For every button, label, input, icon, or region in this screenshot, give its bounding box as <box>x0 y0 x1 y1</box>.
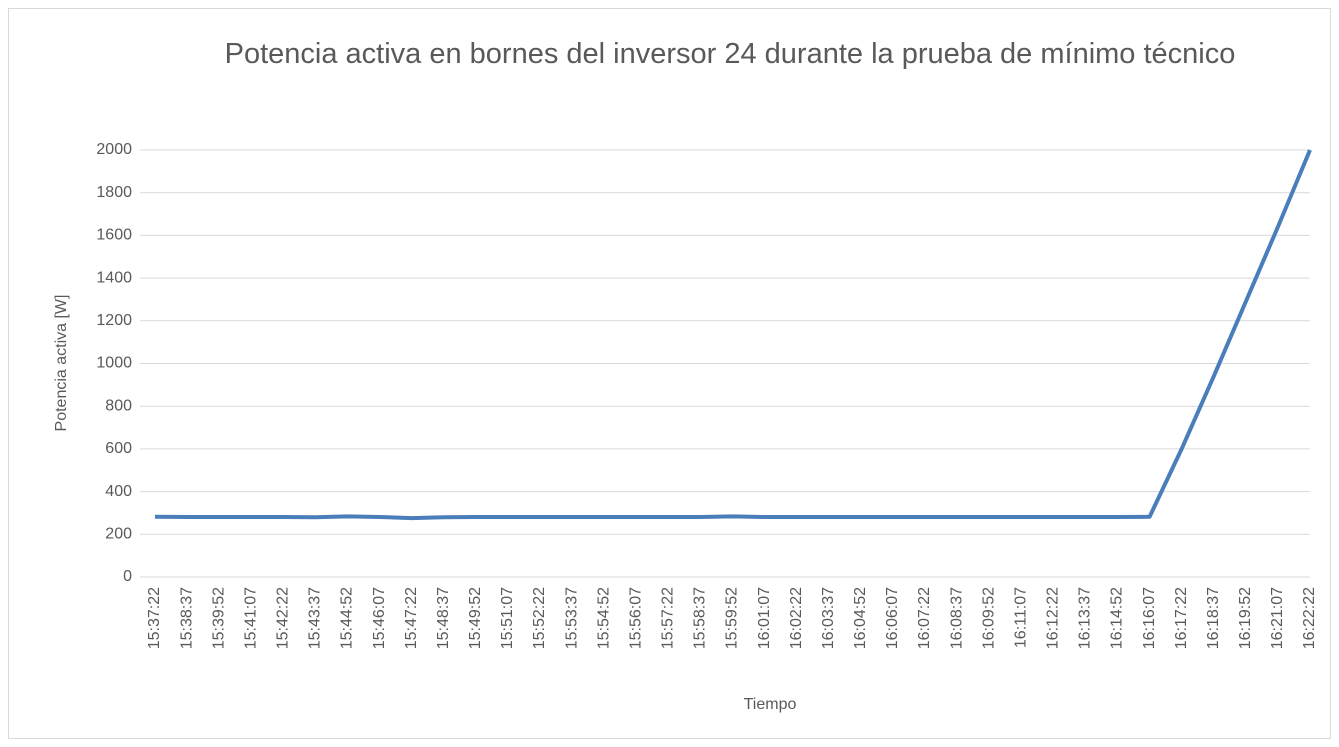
x-tick-label: 15:54:52 <box>595 587 612 649</box>
x-tick-label: 15:56:07 <box>627 587 644 649</box>
y-axis-title: Potencia activa [W] <box>53 295 70 432</box>
x-tick-label: 16:17:22 <box>1173 587 1190 649</box>
y-tick-label: 1600 <box>96 227 132 244</box>
x-tick-label: 16:16:07 <box>1141 587 1158 649</box>
x-tick-label: 15:48:37 <box>435 587 452 649</box>
x-tick-label: 15:41:07 <box>242 587 259 649</box>
x-tick-label: 15:47:22 <box>403 587 420 649</box>
x-tick-label: 16:21:07 <box>1269 587 1286 649</box>
x-tick-label: 15:53:37 <box>563 587 580 649</box>
x-tick-label: 15:42:22 <box>275 587 292 649</box>
y-tick-label: 1200 <box>96 312 132 329</box>
y-tick-label: 2000 <box>96 141 132 158</box>
x-tick-label: 16:06:07 <box>884 587 901 649</box>
y-tick-label: 800 <box>105 397 132 414</box>
x-tick-label: 16:01:07 <box>756 587 773 649</box>
x-tick-label: 15:37:22 <box>146 587 163 649</box>
x-tick-label: 15:44:52 <box>339 587 356 649</box>
x-tick-label: 16:19:52 <box>1237 587 1254 649</box>
chart-title: Potencia activa en bornes del inversor 2… <box>224 38 1236 70</box>
x-tick-label: 16:02:22 <box>788 587 805 649</box>
x-tick-label: 15:38:37 <box>178 587 195 649</box>
x-tick-label: 16:12:22 <box>1045 587 1062 649</box>
x-tick-label: 16:22:22 <box>1301 587 1318 649</box>
x-axis-title: Tiempo <box>744 696 797 713</box>
x-tick-label: 15:51:07 <box>499 587 516 649</box>
y-tick-label: 0 <box>123 568 132 585</box>
y-tick-label: 1800 <box>96 184 132 201</box>
y-tick-label: 600 <box>105 440 132 457</box>
data-line <box>154 149 1312 521</box>
x-tick-label: 15:52:22 <box>531 587 548 649</box>
x-tick-label: 16:08:37 <box>948 587 965 649</box>
x-tick-label: 15:59:52 <box>724 587 741 649</box>
y-tick-label: 1400 <box>96 269 132 286</box>
x-tick-label: 16:03:37 <box>820 587 837 649</box>
chart-border <box>8 8 1331 739</box>
x-tick-label: 16:18:37 <box>1205 587 1222 649</box>
x-tick-label: 16:07:22 <box>916 587 933 649</box>
x-tick-label: 15:58:37 <box>692 587 709 649</box>
x-tick-label: 16:14:52 <box>1109 587 1126 649</box>
x-tick-label: 15:57:22 <box>660 587 677 649</box>
x-tick-label: 16:11:07 <box>1012 587 1029 648</box>
x-tick-label: 15:49:52 <box>467 587 484 649</box>
x-tick-label: 15:39:52 <box>210 587 227 649</box>
y-tick-label: 400 <box>105 483 132 500</box>
x-tick-label: 16:09:52 <box>980 587 997 649</box>
y-tick-label: 1000 <box>96 355 132 372</box>
x-tick-label: 16:13:37 <box>1077 587 1094 649</box>
x-tick-label: 15:43:37 <box>307 587 324 649</box>
x-tick-label: 15:46:07 <box>371 587 388 649</box>
x-tick-label: 16:04:52 <box>852 587 869 649</box>
y-tick-label: 200 <box>105 526 132 543</box>
